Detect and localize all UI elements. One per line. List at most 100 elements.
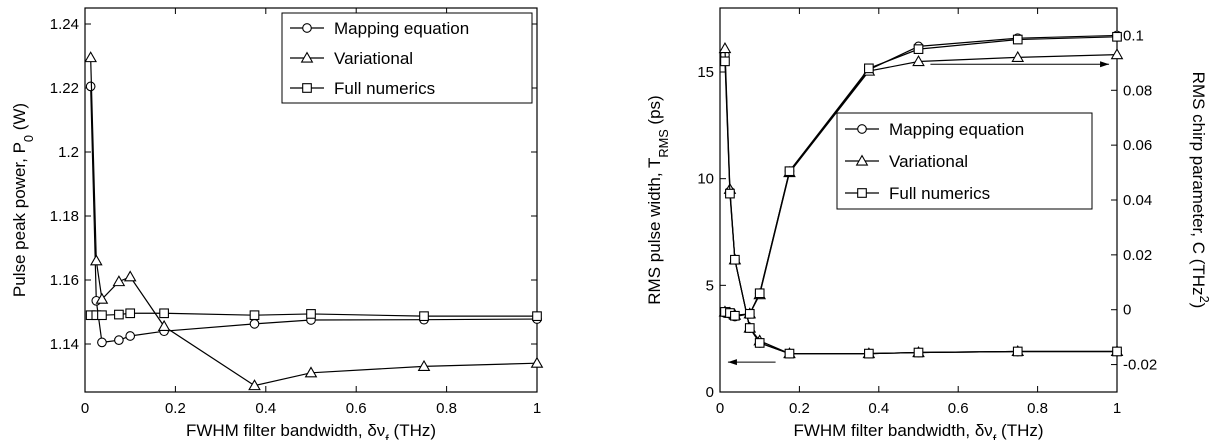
data-point <box>306 309 316 319</box>
data-point <box>85 81 96 92</box>
x-tick-label: 0 <box>716 400 724 417</box>
x-tick-label: 1 <box>533 400 541 417</box>
data-point <box>1112 31 1122 42</box>
y-tick-label: 1.22 <box>50 80 79 97</box>
annotation-arrow-head <box>1100 61 1110 68</box>
data-point <box>1012 34 1023 45</box>
data-point <box>1112 346 1122 357</box>
data-point <box>718 42 732 54</box>
y-right-tick-label: 0.06 <box>1123 137 1152 154</box>
data-point <box>95 292 109 304</box>
series-line-5 <box>720 31 1122 321</box>
data-point <box>1012 346 1023 357</box>
data-point <box>417 359 431 371</box>
data-point <box>114 335 124 346</box>
y-tick-label: 0 <box>706 384 714 401</box>
x-axis-label: FWHM filter bandwidth, δνf (THz) <box>186 421 436 440</box>
data-point <box>720 56 730 67</box>
data-point <box>864 348 874 359</box>
legend-frame <box>836 112 1093 210</box>
data-point <box>125 331 136 341</box>
y-axis-label: Pulse peak power, P0 (W) <box>10 103 36 297</box>
y-tick-label: 15 <box>697 64 714 81</box>
data-point <box>114 309 124 320</box>
data-point <box>249 318 260 329</box>
y-tick-label: 1.14 <box>50 336 79 353</box>
data-point <box>97 310 107 321</box>
data-point <box>249 310 260 321</box>
y-right-tick-label: 0.08 <box>1123 82 1152 99</box>
data-point <box>754 288 765 299</box>
data-point <box>725 188 735 199</box>
data-point <box>248 379 261 391</box>
legend-marker <box>302 23 312 33</box>
x-tick-label: 1 <box>1113 400 1121 417</box>
x-tick-label: 0.6 <box>346 400 367 417</box>
data-point <box>84 51 97 63</box>
data-point <box>913 347 924 358</box>
data-point <box>112 275 126 287</box>
legend-marker <box>302 83 312 93</box>
series-variational <box>84 51 544 391</box>
series-mapping-equation <box>85 81 542 348</box>
data-point <box>123 270 137 282</box>
series-full-numerics <box>720 56 1122 359</box>
data-point <box>730 310 740 321</box>
x-tick-label: 0.6 <box>948 400 969 417</box>
x-tick-label: 0 <box>81 400 89 417</box>
y-tick-label: 5 <box>706 277 714 294</box>
data-point <box>89 254 103 266</box>
y-tick-label: 1.18 <box>50 208 79 225</box>
series-line <box>90 57 538 387</box>
legend-marker <box>300 51 314 63</box>
y-right-tick-label: 0.04 <box>1123 192 1152 209</box>
chart-1: 0 0.2 0.4 0.6 0.8 1 1.14 1.16 1.18 1.2 1.22 1.24 FWH… <box>10 7 544 440</box>
legend-label: Variational <box>889 152 968 171</box>
legend: Mapping equation Variational Full numerics <box>836 112 1093 210</box>
legend-label: Mapping equation <box>334 19 469 38</box>
data-point <box>97 337 107 348</box>
data-point <box>913 44 924 54</box>
data-point <box>125 308 136 319</box>
y-right-tick-label: -0.02 <box>1123 357 1157 374</box>
y-axis-label: RMS pulse width, TRMS (ps) <box>645 95 671 304</box>
x-axis-label: FWHM filter bandwidth, δνf (THz) <box>793 421 1043 440</box>
data-point <box>159 308 169 319</box>
x-tick-label: 0.4 <box>868 400 889 417</box>
x-tick-label: 0.8 <box>436 400 457 417</box>
data-point <box>784 348 795 359</box>
y-right-axis-label: RMS chirp parameter, C (THz2) <box>1189 72 1210 309</box>
x-tick-label: 0.2 <box>165 400 186 417</box>
y-right-tick-label: 0.02 <box>1123 247 1152 264</box>
y-tick-label: 10 <box>697 171 714 188</box>
x-tick-label: 0.8 <box>1027 400 1048 417</box>
data-point <box>157 319 171 331</box>
data-point <box>532 311 542 322</box>
data-point <box>912 55 925 67</box>
y-tick-label: 1.2 <box>58 144 79 161</box>
y-tick-label: 1.24 <box>50 16 79 33</box>
data-point <box>754 338 765 348</box>
x-tick-label: 0.2 <box>789 400 810 417</box>
data-point <box>744 323 755 333</box>
legend: Mapping equation Variational Full numerics <box>281 12 533 104</box>
legend-marker <box>855 154 869 166</box>
data-point <box>1110 48 1124 60</box>
legend-marker <box>857 188 867 198</box>
y-tick-label: 1.16 <box>50 272 79 289</box>
legend-label: Full numerics <box>889 184 990 203</box>
plot-area-frame <box>84 7 538 393</box>
data-point <box>419 311 429 322</box>
legend-label: Variational <box>334 49 413 68</box>
data-point <box>864 63 874 74</box>
data-point <box>304 366 318 378</box>
data-point <box>784 166 795 177</box>
x-tick-label: 0.4 <box>255 400 276 417</box>
y-right-tick-label: 0 <box>1123 302 1131 319</box>
data-point <box>530 356 544 368</box>
data-point <box>744 308 755 319</box>
series-line <box>724 61 1117 355</box>
data-point <box>1011 50 1025 62</box>
series-line <box>90 86 538 344</box>
